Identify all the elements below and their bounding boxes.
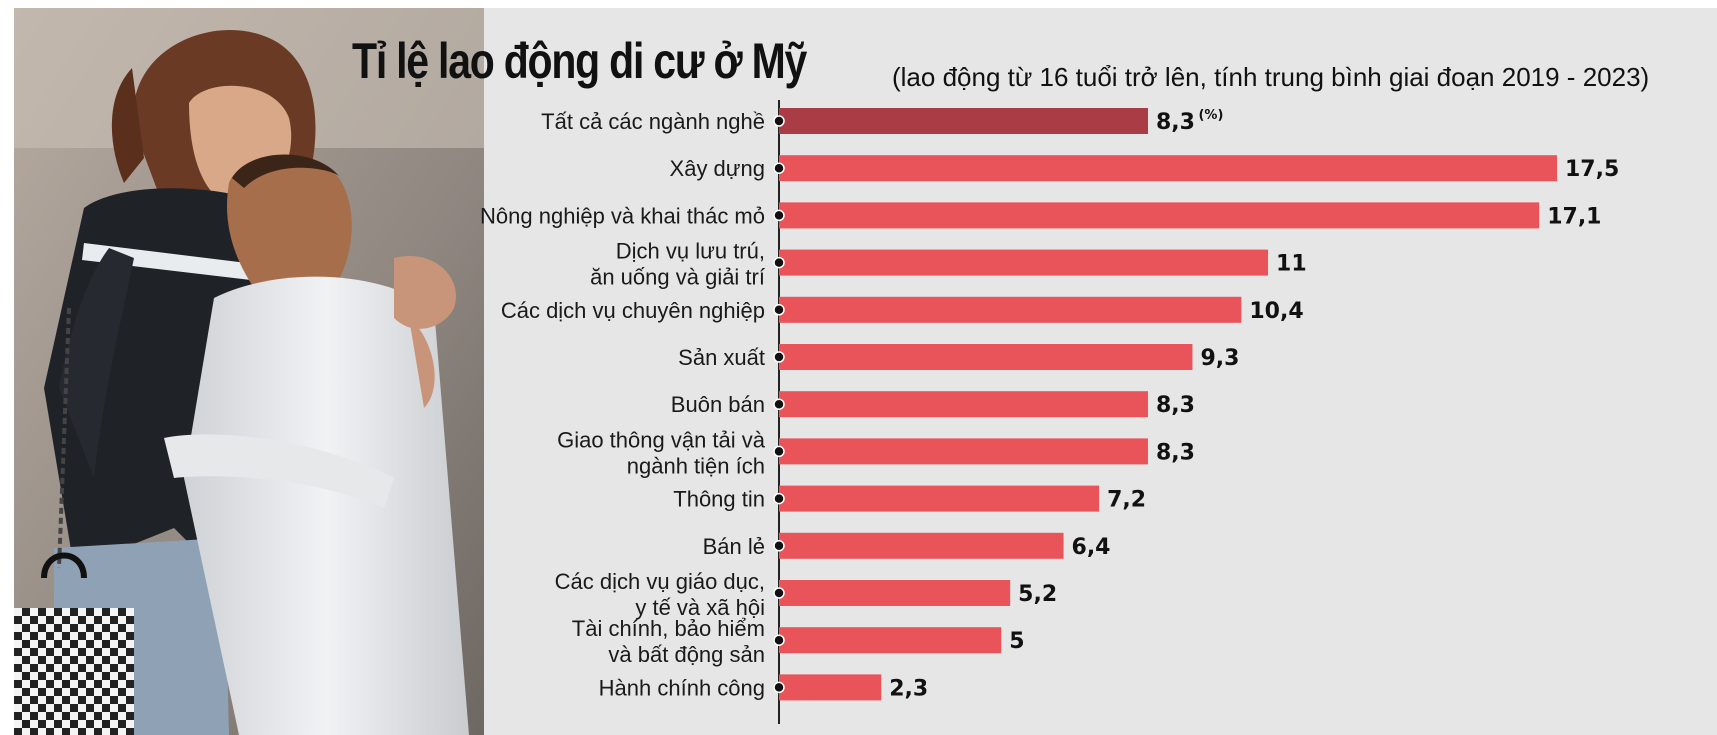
value-label-1: 17,5 <box>1565 157 1619 182</box>
category-label-0: Tất cả các ngành nghề <box>541 109 765 134</box>
bar-6 <box>779 391 1148 418</box>
category-label-6: Buôn bán <box>671 392 765 417</box>
category-label-7: Giao thông vận tải và ngành tiện ích <box>557 427 766 478</box>
bar-9 <box>779 532 1064 559</box>
axis-dot-11 <box>773 634 785 646</box>
value-label-11: 5 <box>1009 629 1024 654</box>
bar-2 <box>779 202 1540 229</box>
value-label-5: 9,3 <box>1200 346 1239 371</box>
category-label-4: Các dịch vụ chuyên nghiệp <box>501 298 765 323</box>
category-label-2: Nông nghiệp và khai thác mỏ <box>480 203 765 228</box>
axis-dot-0 <box>773 115 785 127</box>
category-label-8: Thông tin <box>673 487 765 512</box>
value-label-9: 6,4 <box>1072 535 1111 560</box>
bar-8 <box>779 485 1100 512</box>
value-label-6: 8,3 <box>1156 393 1195 418</box>
value-label-2: 17,1 <box>1547 204 1601 229</box>
bar-5 <box>779 344 1193 370</box>
chart-title: Tỉ lệ lao động di cư ở Mỹ <box>352 33 807 89</box>
bar-3 <box>779 249 1269 276</box>
category-label-9: Bán lẻ <box>703 534 765 559</box>
category-label-1: Xây dựng <box>670 156 765 181</box>
category-label-5: Sản xuất <box>678 345 765 370</box>
axis-dot-12 <box>773 681 785 694</box>
bar-10 <box>779 580 1011 606</box>
axis-dot-5 <box>773 351 785 363</box>
axis-dot-7 <box>773 445 785 458</box>
bar-1 <box>779 155 1557 182</box>
chart-title-block: Tỉ lệ lao động di cư ở Mỹ (lao động từ 1… <box>352 32 1649 92</box>
value-label-10: 5,2 <box>1018 582 1057 607</box>
value-label-3: 11 <box>1276 252 1307 277</box>
bar-12 <box>779 674 882 701</box>
infographic: Tỉ lệ lao động di cư ở Mỹ (lao động từ 1… <box>14 8 1717 735</box>
axis-dot-6 <box>773 398 785 410</box>
axis-dot-2 <box>773 209 785 222</box>
bar-4 <box>779 296 1242 323</box>
bars-group: Tất cả các ngành nghề 8,3 (%)Xây dựng 17,5N… <box>480 108 1619 701</box>
value-label-8: 7,2 <box>1107 488 1146 513</box>
value-label-7: 8,3 <box>1156 440 1195 465</box>
bar-11 <box>779 627 1002 654</box>
category-label-12: Hành chính công <box>599 675 765 700</box>
axis-dot-10 <box>773 587 785 599</box>
value-label-12: 2,3 <box>889 676 928 701</box>
chart-subtitle: (lao động từ 16 tuổi trở lên, tính trung… <box>892 62 1650 92</box>
axis-dot-4 <box>773 304 785 316</box>
bar-0 <box>779 108 1148 134</box>
value-label-4: 10,4 <box>1249 299 1303 324</box>
axis-dot-1 <box>773 162 785 174</box>
category-label-10: Các dịch vụ giáo dục, y tế và xã hội <box>555 569 765 620</box>
category-label-3: Dịch vụ lưu trú, ăn uống và giải trí <box>590 239 765 290</box>
axis-dot-3 <box>773 256 785 269</box>
bar-chart: Tất cả các ngành nghề 8,3 (%)Xây dựng 17,5N… <box>480 100 1619 724</box>
category-label-11: Tài chính, bảo hiểm và bất động sản <box>572 616 765 667</box>
photo-hugging-couple <box>14 8 484 735</box>
unit-label: (%) <box>1198 108 1223 123</box>
bar-7 <box>779 438 1148 465</box>
value-label-0: 8,3 <box>1156 110 1195 135</box>
axis-dot-8 <box>773 492 785 505</box>
axis-dot-9 <box>773 540 785 552</box>
